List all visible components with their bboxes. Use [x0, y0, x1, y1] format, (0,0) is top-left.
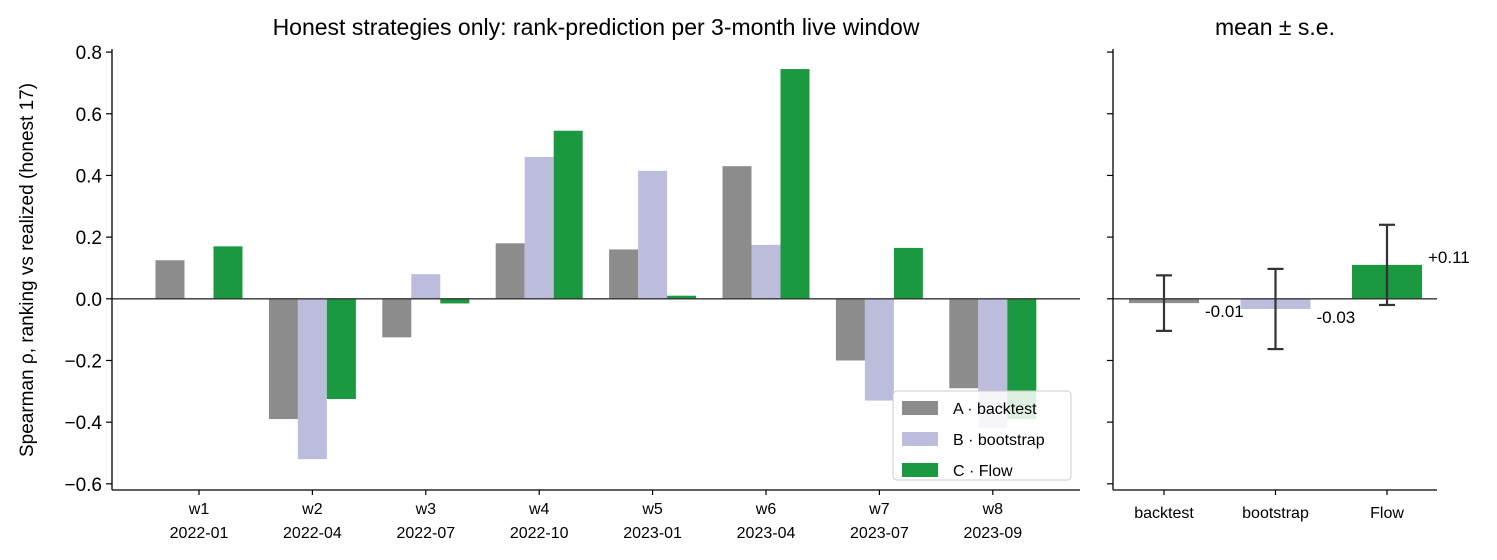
x-tick-date-w4: 2022-10: [510, 525, 569, 542]
bar-w8-series-0: [949, 298, 979, 389]
x-tick-date-w7: 2023-07: [850, 525, 909, 542]
bar-w1-series-0: [155, 260, 185, 299]
right-error-bars: [1156, 223, 1395, 351]
bar-w6-series-1: [751, 244, 781, 299]
x-tick-label-w6: w6: [755, 501, 777, 518]
legend-label-2: C · Flow: [953, 463, 1013, 480]
value-label-bootstrap: -0.03: [1317, 308, 1356, 327]
right-value-labels: -0.01 -0.03 +0.11: [1205, 248, 1470, 327]
x-tick-date-w2: 2022-04: [283, 525, 342, 542]
right-chart-title: mean ± s.e.: [1215, 14, 1335, 40]
x-tick-label-w2: w2: [301, 501, 323, 518]
right-panel: mean ± s.e. -0.01 -0.03 +0.11 backtest boot…: [1107, 14, 1470, 522]
left-panel: Honest strategies only: rank-prediction …: [17, 14, 1080, 542]
x-tick-label-w8: w8: [982, 501, 1004, 518]
right-x-tick-label-bootstrap: bootstrap: [1242, 505, 1309, 522]
x-tick-label-w5: w5: [641, 501, 663, 518]
legend-swatch-2: [902, 463, 938, 477]
x-tick-label-w4: w4: [528, 501, 550, 518]
y-tick-label: 0.2: [76, 228, 102, 249]
x-tick-date-w1: 2022-01: [170, 525, 229, 542]
legend-swatch-1: [902, 432, 938, 446]
y-tick-label: −0.2: [64, 351, 102, 372]
left-chart-title: Honest strategies only: rank-prediction …: [273, 14, 920, 40]
y-tick-label: 0.4: [76, 166, 103, 187]
y-tick-label: −0.4: [64, 413, 102, 434]
x-tick-date-w5: 2023-01: [623, 525, 682, 542]
y-tick-label: 0.8: [76, 43, 102, 64]
bar-w5-series-2: [667, 295, 697, 299]
bar-w7-series-1: [864, 298, 894, 401]
bar-w2-series-2: [326, 298, 356, 400]
y-axis-label: Spearman ρ, ranking vs realized (honest …: [17, 83, 38, 457]
bar-w7-series-0: [835, 298, 865, 361]
right-x-tick-label-backtest: backtest: [1134, 505, 1194, 522]
bar-w4-series-0: [495, 243, 525, 299]
y-tick-label: 0.0: [76, 290, 102, 311]
bar-w5-series-1: [638, 170, 668, 299]
legend: A · backtest B · bootstrap C · Flow: [892, 390, 1072, 481]
x-tick-label-w3: w3: [415, 501, 437, 518]
bar-w6-series-0: [722, 166, 752, 299]
left-bars: [155, 69, 1037, 460]
bar-w2-series-0: [268, 298, 298, 420]
y-tick-label: 0.6: [76, 105, 102, 126]
bar-w2-series-1: [297, 298, 327, 460]
bar-w6-series-2: [780, 69, 810, 299]
bar-w3-series-0: [382, 298, 412, 338]
bar-w3-series-2: [440, 298, 470, 304]
y-tick-label: −0.6: [64, 475, 102, 496]
x-tick-date-w3: 2022-07: [396, 525, 455, 542]
x-tick-label-w7: w7: [868, 501, 890, 518]
x-tick-date-w8: 2023-09: [963, 525, 1022, 542]
legend-label-1: B · bootstrap: [953, 432, 1045, 449]
bar-w3-series-1: [411, 274, 441, 299]
bar-w4-series-1: [524, 156, 554, 299]
right-x-ticks: backtest bootstrap Flow: [1134, 490, 1404, 522]
bar-w1-series-2: [213, 246, 243, 299]
left-x-ticks: w1 2022-01 w2 2022-04 w3 2022-07 w4 2022-10 w5 20…: [170, 490, 1022, 542]
legend-label-0: A · backtest: [953, 401, 1037, 418]
value-label-backtest: -0.01: [1205, 302, 1244, 321]
x-tick-date-w6: 2023-04: [737, 525, 796, 542]
bar-w4-series-2: [553, 130, 583, 299]
right-x-tick-label-Flow: Flow: [1370, 505, 1404, 522]
x-tick-label-w1: w1: [188, 501, 210, 518]
value-label-Flow: +0.11: [1428, 248, 1470, 267]
bar-w5-series-0: [609, 249, 639, 299]
legend-swatch-0: [902, 401, 938, 415]
bar-w7-series-2: [893, 247, 923, 299]
left-axes: −0.6 −0.4 −0.2 0.0 0.2 0.4 0.6 0.8: [64, 43, 1080, 496]
